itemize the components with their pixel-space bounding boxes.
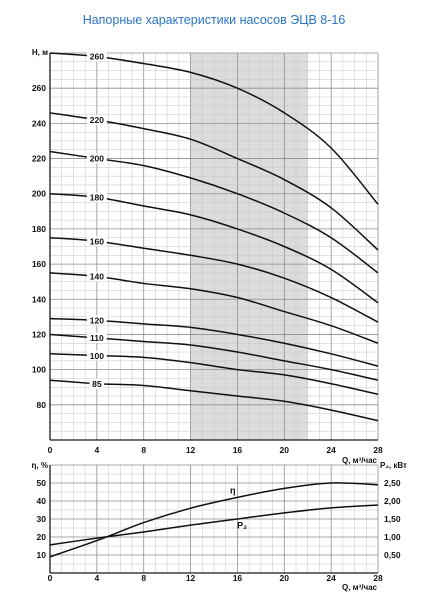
y-tick-label: 180 [32, 224, 46, 234]
curve-label-160: 160 [90, 236, 104, 246]
curve-label-background [86, 153, 107, 164]
y-tick-label-left: 20 [37, 532, 47, 542]
y-axis-title-left: η, % [32, 461, 48, 470]
curve-label-background [86, 315, 107, 326]
x-tick-label: 0 [48, 445, 53, 455]
efficiency-curve-label: η [230, 485, 236, 495]
x-tick-label: 0 [48, 573, 53, 583]
x-axis-title: Q, м³/час [342, 456, 378, 465]
y-tick-label: 160 [32, 259, 46, 269]
x-tick-label: 20 [280, 573, 290, 583]
curve-label-140: 140 [90, 272, 104, 282]
y-tick-label-right: 1,50 [384, 514, 401, 524]
x-tick-label: 16 [233, 445, 243, 455]
y-tick-label-right: 1,00 [384, 532, 401, 542]
x-tick-label: 28 [373, 573, 383, 583]
y-tick-label-left: 30 [37, 514, 47, 524]
x-tick-label: 16 [233, 573, 243, 583]
y-tick-label-left: 10 [37, 550, 47, 560]
y-tick-label: 260 [32, 83, 46, 93]
efficiency-curve [49, 482, 379, 558]
x-tick-label: 4 [94, 573, 99, 583]
x-tick-label: 8 [141, 445, 146, 455]
curve-label-background [86, 192, 107, 203]
y-tick-label: 80 [37, 400, 47, 410]
x-tick-label: 8 [141, 573, 146, 583]
y-tick-label-left: 40 [37, 496, 47, 506]
y-tick-label: 200 [32, 189, 46, 199]
curve-label-85: 85 [92, 379, 102, 389]
y-tick-label: 100 [32, 365, 46, 375]
curve-label-background [86, 51, 107, 62]
curve-label-100: 100 [90, 351, 104, 361]
power-curve [49, 504, 379, 546]
curve-label-220: 220 [90, 115, 104, 125]
y-axis-title: H, м [32, 48, 48, 57]
x-tick-label: 12 [186, 573, 196, 583]
page-title: Напорные характеристики насосов ЭЦВ 8-16 [83, 13, 346, 27]
curve-label-180: 180 [90, 192, 104, 202]
y-tick-label-right: 2,00 [384, 496, 401, 506]
y-tick-label: 240 [32, 118, 46, 128]
curve-label-background [86, 114, 107, 125]
curve-label-background [86, 271, 107, 282]
curve-label-background [89, 378, 105, 389]
x-axis-title: Q, м³/час [342, 583, 378, 592]
y-tick-label: 120 [32, 329, 46, 339]
grid [49, 52, 379, 441]
curve-label-110: 110 [90, 333, 104, 343]
y-tick-label-right: 0,50 [384, 550, 401, 560]
y-axis-title-right: P₂, кВт [380, 461, 407, 470]
curve-label-200: 200 [90, 154, 104, 164]
curve-label-260: 260 [90, 52, 104, 62]
efficiency-power-chart: 0 4 8 12 16 20 24 28 10 20 30 40 50 0,50 1,00 1,50 2,00 2… [32, 461, 407, 592]
y-tick-label-left: 50 [37, 478, 47, 488]
head-chart: 0 4 8 12 16 20 24 28 80 100 120 140 160 180 200 220 240 2… [32, 48, 383, 465]
curve-label-background [86, 236, 107, 247]
y-tick-label: 220 [32, 154, 46, 164]
curve-label-120: 120 [90, 316, 104, 326]
x-tick-label: 24 [326, 445, 336, 455]
x-tick-label: 24 [326, 573, 336, 583]
x-tick-label: 4 [94, 445, 99, 455]
x-tick-label: 12 [186, 445, 196, 455]
x-tick-label: 20 [280, 445, 290, 455]
y-tick-label-right: 2,50 [384, 478, 401, 488]
curve-label-background [86, 350, 107, 361]
curve-label-background [86, 332, 107, 343]
power-curve-label: P₂ [237, 520, 247, 530]
x-tick-label: 28 [373, 445, 383, 455]
y-tick-label: 140 [32, 294, 46, 304]
